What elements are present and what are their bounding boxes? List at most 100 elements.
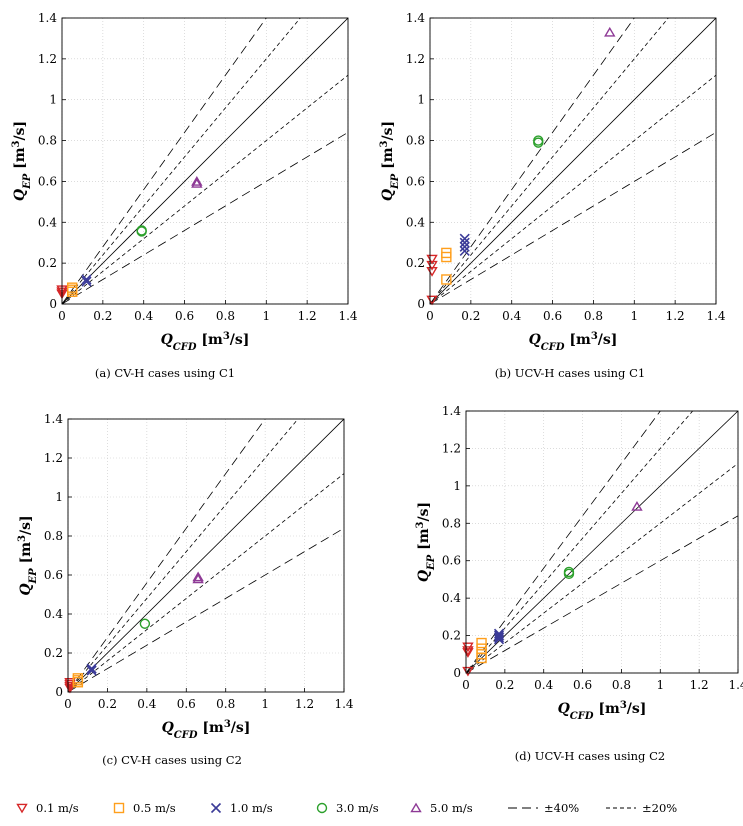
axis-label-part: 3 — [224, 719, 231, 730]
axis-label-part: /s] — [18, 515, 34, 535]
axis-label-part: [m — [594, 701, 620, 717]
y-tick-label: 0 — [55, 685, 63, 699]
y-tick-label: 1.4 — [44, 412, 63, 426]
reference-line-minus40pct — [466, 515, 738, 673]
x-tick-label: 0 — [462, 678, 470, 692]
chart-panel-d: 00 0.2 0.2 0.4 0.4 0.6 0.6 0.8 0.8 1 1 1.2 1.2 1.4 1.4… — [415, 404, 743, 763]
axis-label-part: Q — [380, 189, 396, 201]
legend: 0.1 m/s 0.5 m/s 1.0 m/s 3.0 m/s 5.0 m/s ±40% ±… — [16, 801, 677, 815]
axis-label-part: EP — [390, 173, 401, 190]
triangle-down-marker — [16, 803, 28, 814]
legend-item-v50: 5.0 m/s — [410, 801, 473, 815]
y-tick-label: 1 — [55, 490, 63, 504]
x-tick-label: 0.4 — [137, 697, 156, 711]
x-tick-label: 0.2 — [495, 678, 514, 692]
x-tick-label: 0.6 — [543, 309, 562, 323]
axis-label-part: Q — [18, 583, 34, 595]
reference-line-plus20pct — [68, 419, 299, 692]
axis-label-part: [m — [197, 332, 223, 348]
reference-line-minus20pct — [466, 463, 738, 673]
axis-label-part: [m — [416, 528, 432, 554]
x-marker — [86, 663, 97, 674]
square-marker — [476, 637, 487, 649]
reference-line-parity — [68, 419, 344, 692]
y-tick-label: 0.4 — [38, 215, 57, 229]
y-tick-label: 0.4 — [442, 591, 461, 605]
reference-line-plus40pct — [430, 18, 635, 304]
axis-label-part: [m — [380, 147, 396, 173]
y-tick-label: 1.2 — [442, 441, 461, 455]
reference-line-plus40pct — [62, 18, 267, 304]
reference-line-parity — [466, 411, 738, 673]
plot-frame — [429, 17, 717, 305]
x-tick-label: 0.6 — [177, 697, 196, 711]
x-tick-label: 0.2 — [93, 309, 112, 323]
axis-label-part: /s] — [230, 332, 250, 348]
y-tick-label: 0.6 — [406, 174, 425, 188]
x-marker — [210, 802, 222, 814]
axis-label-part: Q — [529, 332, 541, 348]
y-axis-label: QEP [m3/s] — [379, 121, 401, 201]
reference-line-parity — [430, 18, 716, 304]
square-marker — [476, 652, 487, 664]
triangle-up-marker — [191, 178, 203, 188]
y-tick-label: 0.8 — [442, 516, 461, 530]
axis-label-part: [m — [565, 332, 591, 348]
axis-label-part: [m — [198, 720, 224, 736]
x-tick-label: 0.4 — [134, 309, 153, 323]
x-tick-label: 0.4 — [502, 309, 521, 323]
triangle-up-marker — [192, 573, 204, 584]
axis-label-part: /s] — [12, 121, 28, 141]
legend-label: 5.0 m/s — [430, 801, 473, 815]
axis-label-part: EP — [28, 568, 39, 585]
x-axis-label: QCFD [m3/s] — [161, 331, 250, 353]
x-axis-label: QCFD [m3/s] — [162, 719, 251, 741]
triangle-up-marker — [604, 26, 616, 37]
y-tick-label: 0.8 — [406, 134, 425, 148]
axis-label-part: CFD — [570, 711, 594, 722]
x-marker — [81, 276, 92, 287]
x-tick-label: 0.6 — [175, 309, 194, 323]
circle-marker — [533, 137, 544, 148]
x-marker — [459, 241, 470, 252]
axis-label-part: Q — [161, 332, 173, 348]
reference-line-plus20pct — [62, 18, 301, 304]
reference-lines — [430, 18, 716, 304]
y-tick-label: 1.4 — [406, 11, 425, 25]
x-axis-label: QCFD [m3/s] — [558, 700, 647, 722]
x-marker — [459, 233, 470, 244]
reference-line-plus20pct — [430, 18, 669, 304]
y-tick-label: 0 — [453, 666, 461, 680]
reference-line-minus40pct — [62, 132, 348, 304]
axis-label-part: EP — [22, 173, 33, 190]
x-tick-label: 0 — [426, 309, 434, 323]
reference-lines — [68, 419, 344, 692]
square-marker — [113, 802, 125, 814]
y-tick-label: 0 — [417, 297, 425, 311]
x-marker — [493, 630, 505, 641]
y-tick-label: 0.2 — [406, 256, 425, 270]
circle-marker — [563, 568, 575, 580]
plot-frame — [67, 418, 345, 693]
reference-line-plus40pct — [466, 411, 661, 673]
reference-line-minus20pct — [62, 74, 348, 304]
axis-label-part: CFD — [174, 730, 198, 741]
triangle-up-marker — [410, 802, 422, 813]
x-tick-label: 1.2 — [690, 678, 709, 692]
y-tick-label: 0.6 — [38, 174, 57, 188]
x-tick-label: 1 — [262, 309, 270, 323]
axis-label-part: 3 — [17, 535, 28, 542]
y-tick-label: 0.8 — [38, 134, 57, 148]
axis-label-part: /s] — [598, 332, 618, 348]
y-tick-label: 0.2 — [442, 629, 461, 643]
x-tick-label: 0.8 — [216, 697, 235, 711]
x-tick-label: 1 — [656, 678, 664, 692]
y-tick-label: 1 — [49, 93, 57, 107]
data-points — [426, 26, 616, 306]
y-tick-label: 0.2 — [38, 256, 57, 270]
reference-line-parity — [62, 18, 348, 304]
reference-line-minus40pct — [68, 527, 344, 692]
y-tick-label: 0.2 — [44, 646, 63, 660]
x-tick-label: 1 — [630, 309, 638, 323]
